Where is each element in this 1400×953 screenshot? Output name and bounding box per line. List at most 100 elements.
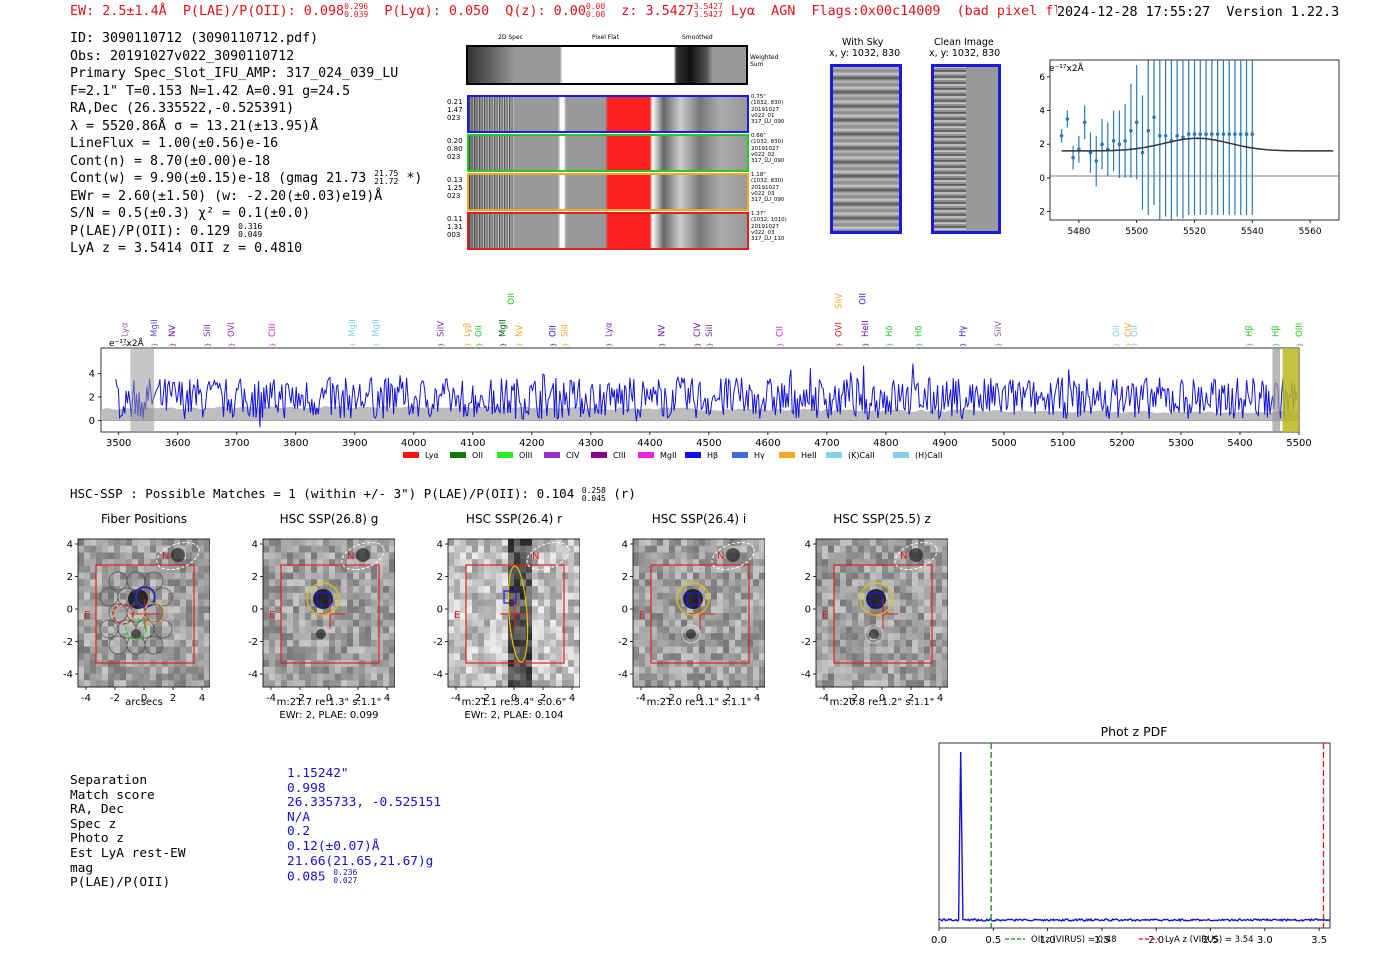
hsc-pixel <box>144 572 151 580</box>
hsc-pixel <box>556 579 563 587</box>
hsc-pixel <box>870 606 877 614</box>
hsc-pixel <box>156 619 163 627</box>
hsc-pixel <box>365 660 372 668</box>
hsc-pixel <box>894 633 901 641</box>
spec-line-label-brace: } <box>464 343 472 347</box>
hsc-pixel <box>162 539 169 547</box>
hsc-pixel <box>876 545 883 553</box>
hsc-pixel <box>741 653 748 661</box>
hsc-pixel <box>114 653 121 661</box>
compass-e: E <box>822 610 828 621</box>
hsc-pixel <box>882 579 889 587</box>
hsc-pixel <box>574 572 580 580</box>
hsc-pixel <box>484 666 491 675</box>
hsc-pixel <box>156 673 163 681</box>
hsc-pixel <box>198 653 205 661</box>
hsc-pixel <box>275 619 282 627</box>
hsc-pixel <box>532 552 539 560</box>
hsc-pixel <box>448 565 455 574</box>
hsc-pixel <box>717 646 724 654</box>
hsc-pixel <box>90 660 97 668</box>
compass-e: E <box>269 610 275 621</box>
hsc-pixel <box>305 545 312 553</box>
hsc-pixel <box>341 653 348 661</box>
hsc-pixel <box>930 666 937 675</box>
hsc-pixel <box>906 572 913 580</box>
hsc-pixel <box>846 579 853 587</box>
match-value: 0.085 0.236 0.027 <box>287 869 441 885</box>
hsc-pixel <box>508 572 515 580</box>
hsc-pixel <box>544 619 551 627</box>
hsc-pixel <box>168 579 175 587</box>
hsc-pixel <box>663 545 670 553</box>
hsc-pixel <box>192 606 199 614</box>
photz-xtick-label: 3.5 <box>1311 935 1327 946</box>
hsc-pixel <box>741 680 748 688</box>
hsc-pixel <box>900 619 907 627</box>
hsc-pixel <box>263 619 270 627</box>
hsc-pixel <box>335 646 342 654</box>
hsc-pixel <box>84 639 91 648</box>
hsc-pixel <box>711 599 718 607</box>
hsc-pixel <box>78 592 85 601</box>
hsc-pixel <box>192 579 199 587</box>
hsc-pixel <box>828 586 835 594</box>
hsc-pixel <box>311 539 318 547</box>
hsc-pixel <box>550 660 557 668</box>
hsc-pixel <box>263 606 270 614</box>
hsc-pixel <box>741 673 748 681</box>
hsc-pixel <box>822 586 829 594</box>
hsc-pixel <box>263 653 270 661</box>
hsc-pixel <box>371 633 378 641</box>
hsc-pixel <box>669 639 676 648</box>
hsc-pixel <box>924 626 931 634</box>
hsc-pixel <box>681 545 688 553</box>
spec-line-label: SiIV} <box>994 321 1004 347</box>
hsc-pixel <box>102 539 109 547</box>
spec-line-label-brace: } <box>836 343 844 347</box>
hsc-pixel <box>723 633 730 641</box>
hsc-pixel <box>514 606 521 614</box>
photz-plot <box>938 743 1331 928</box>
hsc-pixel <box>705 579 712 587</box>
hsc-pixel <box>448 633 455 641</box>
hsc-pixel <box>816 639 823 648</box>
header-plae: P(LAE)/P(OII): 0.098 <box>182 4 345 19</box>
match-value-text: N/A <box>287 809 311 825</box>
hsc-pixel <box>299 653 306 661</box>
hsc-pixel <box>574 539 580 547</box>
hsc-pixel <box>180 545 187 553</box>
hsc-pixel <box>174 586 181 594</box>
cutout-row-left-value: 0.11 <box>447 215 463 223</box>
spec-legend-swatch <box>779 452 795 458</box>
hsc-panel-caption2: EWr: 2, PLAE: 0.104 <box>464 710 564 721</box>
hsc-pixel <box>353 606 360 614</box>
hsc-pixel <box>562 559 569 567</box>
hsc-pixel <box>448 572 455 580</box>
spec-line-label-text: OVI <box>227 322 237 337</box>
hsc-pixel <box>78 666 85 675</box>
hsc-pixel <box>204 639 210 648</box>
hsc-pixel <box>383 633 390 641</box>
hsc-pixel <box>864 613 871 621</box>
hsc-pixel <box>448 545 455 553</box>
hsc-pixel <box>912 639 919 648</box>
hsc-pixel <box>936 565 943 574</box>
hsc-pixel <box>305 626 312 634</box>
hsc-pixel <box>717 579 724 587</box>
spec-line-label: OVI} <box>227 322 237 347</box>
hsc-pixel <box>120 599 127 607</box>
hsc-pixel <box>681 680 688 688</box>
hsc-pixel <box>514 565 521 574</box>
hsc-pixel <box>723 653 730 661</box>
hsc-pixel <box>102 666 109 675</box>
hsc-pixel <box>162 572 169 580</box>
hsc-pixel <box>186 666 193 675</box>
hsc-pixel <box>371 660 378 668</box>
hsc-pixel <box>287 660 294 668</box>
hsc-sources <box>866 548 923 639</box>
spec-noise-area <box>101 405 1299 421</box>
hsc-pixel <box>930 539 937 547</box>
hsc-pixel <box>174 559 181 567</box>
hsc-pixel <box>882 619 889 627</box>
